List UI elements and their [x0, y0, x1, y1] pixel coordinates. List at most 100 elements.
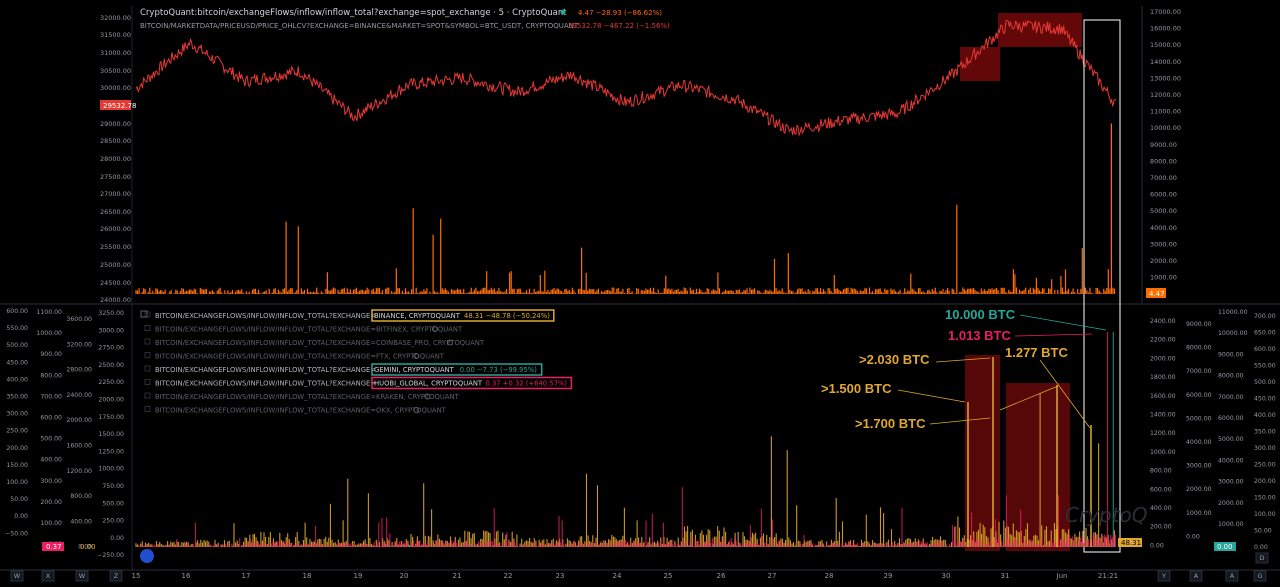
- price-tag: 29532.78: [103, 102, 136, 110]
- legend-toggle[interactable]: [144, 365, 151, 372]
- axis-4-tick: 2250.00: [98, 379, 124, 386]
- annotation-arrow: [1014, 333, 1093, 337]
- axis-1-tick: 50.00: [10, 496, 28, 503]
- raxis-2-tick: 0.00: [1186, 533, 1200, 540]
- toolbar-button[interactable]: A: [1225, 570, 1239, 582]
- toolbar-button-label: X: [46, 572, 51, 580]
- price-tag-bg: [100, 100, 131, 110]
- price-axis-tick: 31500.00: [100, 31, 131, 39]
- axis-4-tick: −250.00: [97, 552, 124, 559]
- axis-2-tick: 700.00: [40, 393, 62, 400]
- toolbar-button[interactable]: Z: [109, 570, 123, 582]
- selection-rectangle: [1083, 19, 1121, 553]
- axis-1-tick: 350.00: [6, 394, 28, 401]
- axis-4-tick: 1250.00: [98, 448, 124, 455]
- time-axis-tick: 23: [556, 572, 565, 580]
- inflow-axis-tick: 1000.00: [1150, 274, 1177, 282]
- logo-icon: [140, 549, 154, 563]
- eye-icon[interactable]: [432, 326, 438, 332]
- axis-2-tick: 1100.00: [36, 309, 62, 316]
- toolbar-button[interactable]: G: [1253, 570, 1267, 582]
- axis-1-tick: 450.00: [6, 359, 28, 366]
- annotation-arrow: [999, 385, 1059, 411]
- legend-toggle[interactable]: [144, 338, 151, 345]
- eye-icon[interactable]: [424, 393, 431, 400]
- price-axis-tick: 27000.00: [100, 190, 131, 198]
- legend-toggle[interactable]: [144, 325, 151, 331]
- toolbar-button[interactable]: Y: [1157, 570, 1171, 582]
- legend-toggle[interactable]: [144, 392, 151, 399]
- axis-4-tick: 250.00: [102, 518, 124, 525]
- raxis-2-tick: 5000.00: [1186, 415, 1212, 422]
- axis-1-tick: −50.00: [5, 530, 28, 537]
- axis-1-tick: 100.00: [6, 479, 28, 486]
- toolbar-button-label: D: [1259, 554, 1264, 562]
- axis-4-tick: 750.00: [102, 483, 124, 490]
- toolbar-button-label: Y: [1161, 572, 1166, 580]
- raxis-1-tick: 400.00: [1150, 505, 1172, 512]
- legend-label: BITCOIN/EXCHANGEFLOWS/INFLOW/INFLOW_TOTA…: [155, 407, 447, 415]
- raxis-3-tick: 11000.00: [1218, 309, 1248, 316]
- legend-highlight-box: [371, 309, 555, 322]
- toolbar-button[interactable]: A: [1189, 570, 1203, 582]
- price-axis-tick: 32000.00: [100, 14, 131, 22]
- annotation-arrow: [897, 389, 966, 403]
- legend-toggle[interactable]: [144, 406, 151, 412]
- raxis-1-tick: 1600.00: [1150, 393, 1176, 400]
- axis-2-tick: 100.00: [40, 520, 62, 527]
- price-axis: 32000.00 31500.00 31000.00 30500.00 30000.00…: [100, 14, 131, 304]
- raxis-2-tick: 2000.00: [1186, 486, 1212, 493]
- toolbar-button[interactable]: X: [41, 570, 55, 582]
- highlight-box-bottom-2: [1006, 383, 1070, 551]
- time-axis-tick: 31: [1001, 572, 1010, 580]
- legend-value: 0.00 −7.73 (−99.95%): [460, 366, 538, 374]
- price-axis-tick: 30500.00: [100, 67, 131, 75]
- chart-title: CryptoQuant:bitcoin/exchangeFlows/inflow…: [140, 8, 567, 18]
- axis-3-tick: 1200.00: [66, 468, 92, 475]
- collapse-icon[interactable]: [140, 310, 148, 318]
- legend-highlight-box: [371, 376, 573, 390]
- axis-1-tick: 0.00: [14, 513, 28, 520]
- raxis-4-tick: 450.00: [1254, 396, 1276, 403]
- inflow-axis-tick: 14000.00: [1150, 58, 1181, 66]
- series-bars-2: [136, 332, 1116, 547]
- raxis-2-tick: 9000.00: [1186, 321, 1212, 328]
- time-axis-tick: 16: [182, 572, 191, 580]
- raxis-3-tick: 3000.00: [1218, 479, 1244, 486]
- raxis-1-tick: 2200.00: [1150, 337, 1176, 344]
- eye-icon[interactable]: [447, 339, 453, 346]
- annotation-arrow: [1039, 359, 1091, 429]
- axis-2-tick: 300.00: [40, 478, 62, 485]
- right-teal-tag-bg: [1214, 542, 1236, 551]
- legend-toggle[interactable]: [144, 379, 151, 385]
- price-axis-tick: 25500.00: [100, 243, 131, 251]
- legend-toggle[interactable]: [144, 352, 151, 358]
- raxis-3-tick: 7000.00: [1218, 394, 1244, 401]
- annotation-label: 1.277 BTC: [1005, 345, 1068, 360]
- raxis-3-tick: 5000.00: [1218, 436, 1244, 443]
- annotation-label: >1.500 BTC: [821, 381, 892, 396]
- time-axis-tick: 28: [825, 572, 834, 580]
- eye-icon[interactable]: [413, 407, 420, 413]
- raxis-3-tick: 1000.00: [1218, 521, 1244, 528]
- axis-4-tick: 500.00: [102, 500, 124, 507]
- axis-3-tick: 800.00: [70, 493, 92, 500]
- toolbar-button[interactable]: D: [1255, 552, 1269, 564]
- price-axis-tick: 26500.00: [100, 208, 131, 216]
- axis-4-tick: 2500.00: [98, 362, 124, 369]
- raxis-1-tick: 800.00: [1150, 468, 1172, 475]
- axis-1-tick: 250.00: [6, 428, 28, 435]
- inflow-series: [135, 123, 1116, 294]
- legend-label: BITCOIN/EXCHANGEFLOWS/INFLOW/INFLOW_TOTA…: [155, 393, 460, 401]
- inflow-axis-tick: 9000.00: [1150, 141, 1177, 149]
- inflow-axis-tick: 10000.00: [1150, 124, 1181, 132]
- time-axis-tick: 19: [354, 572, 363, 580]
- toolbar-button[interactable]: W: [75, 570, 89, 582]
- toolbar-button[interactable]: W: [10, 570, 24, 582]
- legend-label: BITCOIN/EXCHANGEFLOWS/INFLOW/INFLOW_TOTA…: [155, 326, 463, 334]
- bottom-toolbar[interactable]: W X W Z Y A A G D: [10, 552, 1269, 582]
- raxis-4-tick: 50.00: [1254, 528, 1272, 535]
- eye-icon[interactable]: [413, 353, 420, 359]
- raxis-2-tick: 6000.00: [1186, 392, 1212, 399]
- price-axis-tick: 31000.00: [100, 49, 131, 57]
